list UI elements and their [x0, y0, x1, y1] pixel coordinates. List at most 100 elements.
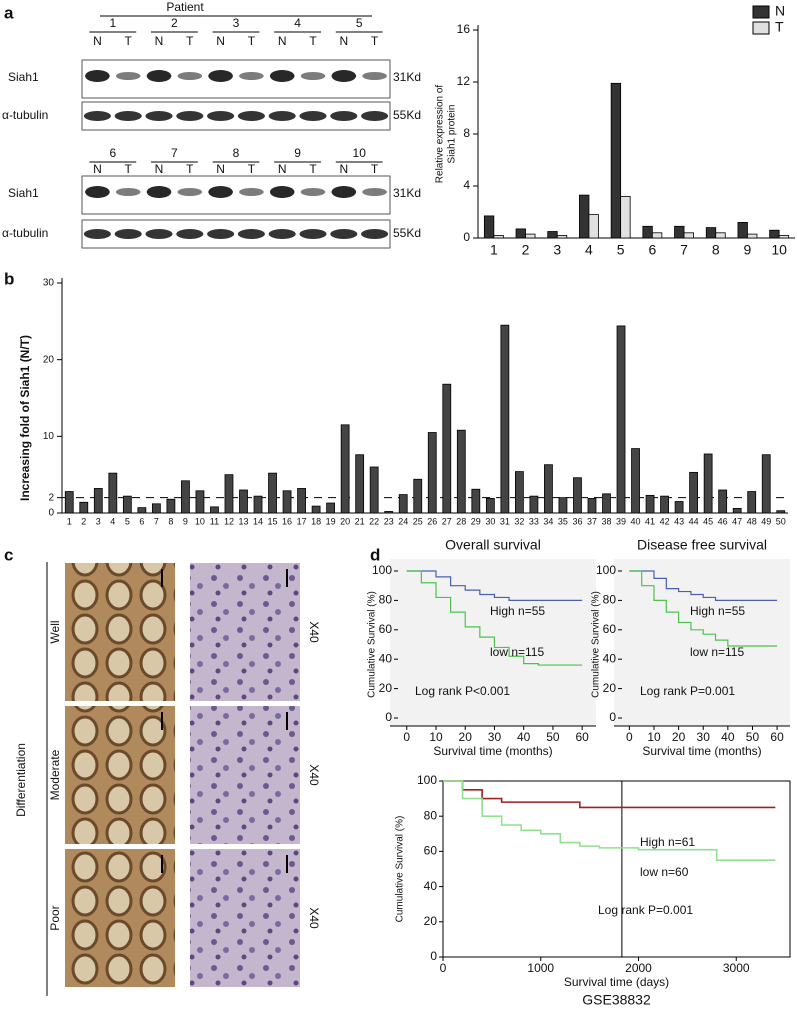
y-tick-label: 0: [430, 949, 437, 963]
x-tick-label: 22: [369, 516, 379, 526]
y-tick-label: 0: [385, 710, 392, 724]
y-tick-label: 100: [372, 563, 392, 577]
x-tick-label: 50: [546, 730, 560, 744]
x-tick-label: 4: [110, 516, 115, 526]
axis: [477, 25, 795, 239]
bar: [737, 221, 748, 239]
band: [237, 111, 265, 121]
x-tick-label: 2000: [625, 961, 652, 975]
bar: [579, 194, 590, 239]
x-tick-label: 41: [645, 516, 655, 526]
magnification: X40: [307, 907, 321, 929]
lane-label: N: [278, 162, 287, 176]
lane-label: T: [248, 34, 256, 48]
x-tick-label: 40: [631, 516, 641, 526]
blot: [81, 59, 391, 99]
x-tick-label: 0: [440, 961, 447, 975]
x-tick-label: 34: [543, 516, 553, 526]
band: [83, 229, 111, 239]
annotation: Log rank P=0.001: [640, 684, 735, 698]
panel-label: b: [4, 269, 14, 288]
x-tick-label: 7: [680, 242, 688, 258]
band: [331, 186, 357, 198]
bar: [398, 494, 408, 514]
bar: [651, 232, 663, 239]
bar: [573, 477, 582, 514]
x-tick-label: 24: [398, 516, 408, 526]
band: [145, 229, 173, 239]
bar: [413, 478, 423, 514]
x-tick-label: 47: [732, 516, 742, 526]
bar: [500, 324, 510, 514]
x-tick-label: 1: [490, 242, 498, 258]
x-tick-label: 9: [744, 242, 752, 258]
x-tick-label: 14: [253, 516, 263, 526]
micrograph: [190, 849, 300, 987]
x-tick-label: 3000: [723, 961, 750, 975]
x-axis-label: Survival time (months): [433, 744, 552, 758]
x-tick-label: 20: [459, 730, 473, 744]
band: [115, 188, 141, 196]
bar: [79, 501, 89, 514]
x-tick-label: 20: [340, 516, 350, 526]
y-tick-label: 80: [379, 593, 393, 607]
histology-axis: Differentiation: [14, 743, 28, 817]
bar: [151, 503, 161, 514]
plot-background: [614, 559, 790, 726]
lane-label: T: [248, 162, 256, 176]
lane-label: N: [216, 34, 225, 48]
y-axis-label: Increasing fold of Siah1 (N/T): [18, 335, 32, 501]
x-tick-label: 50: [746, 730, 760, 744]
x-tick-label: 50: [776, 516, 786, 526]
band: [299, 229, 327, 239]
bar: [732, 507, 742, 514]
y-axis-label: Relative expression of: [435, 85, 446, 184]
y-tick-label: 12: [457, 74, 471, 88]
lane-label: N: [155, 34, 164, 48]
bar: [645, 494, 655, 514]
x-tick-label: 30: [485, 516, 495, 526]
y-axis-label: Cumulative Survival (%): [395, 816, 406, 923]
x-axis-label: Survival time (days): [564, 975, 669, 989]
series-label: low n=115: [490, 645, 544, 659]
survival-curve: [443, 780, 776, 809]
y-tick-label: 16: [457, 22, 471, 36]
lane-label: N: [339, 162, 348, 176]
band: [83, 111, 111, 121]
x-tick-label: 21: [355, 516, 365, 526]
x-tick-label: 13: [238, 516, 248, 526]
bar: [602, 493, 611, 514]
lane-label: N: [216, 162, 225, 176]
series-label: High n=55: [490, 604, 545, 618]
lane-label: T: [309, 34, 317, 48]
band: [114, 229, 142, 239]
y-tick-label: 0: [463, 230, 470, 244]
y-tick-label: 20: [43, 354, 55, 365]
bar: [747, 491, 757, 514]
panel-label: a: [4, 3, 14, 22]
y-tick-label: 10: [43, 431, 55, 442]
bar: [471, 488, 481, 514]
band: [330, 111, 358, 121]
bar: [195, 490, 205, 514]
x-tick-label: 3: [96, 516, 101, 526]
band: [176, 111, 204, 121]
series-label: low n=115: [690, 645, 744, 659]
grade-label: Moderate: [48, 749, 62, 800]
x-tick-label: 48: [747, 516, 757, 526]
x-tick-label: 28: [456, 516, 466, 526]
bar: [761, 454, 771, 514]
lane-label: T: [309, 162, 317, 176]
bar: [442, 383, 452, 514]
band: [268, 229, 296, 239]
x-tick-label: 60: [575, 730, 589, 744]
x-tick-label: 17: [297, 516, 307, 526]
bar: [620, 195, 631, 239]
bar: [674, 225, 685, 239]
bar: [181, 480, 190, 514]
x-tick-label: 8: [712, 242, 720, 258]
x-tick-label: 4: [585, 242, 593, 258]
bar: [587, 498, 597, 514]
grade-label: Poor: [48, 905, 62, 930]
series-label: High n=61: [640, 835, 695, 849]
